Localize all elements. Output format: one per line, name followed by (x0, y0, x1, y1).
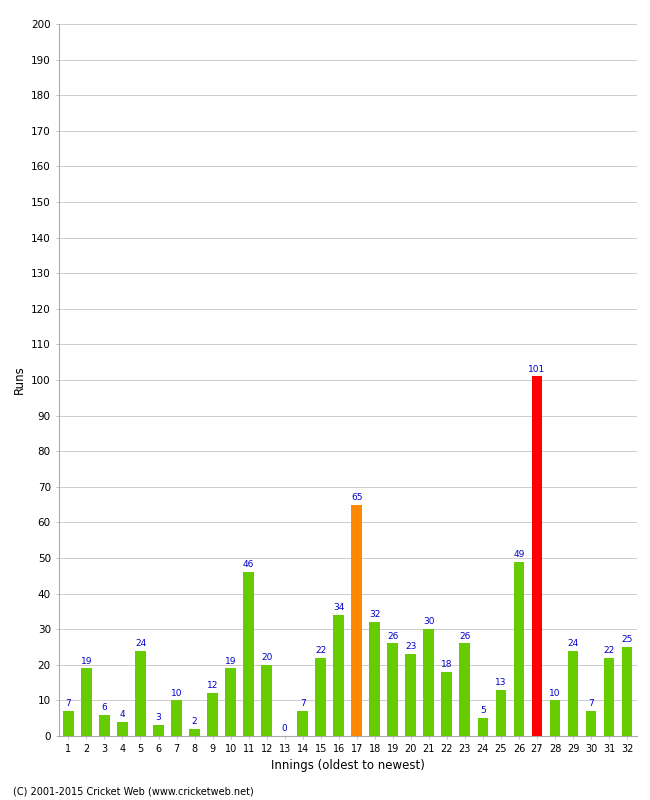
Bar (604, 658, 614, 736)
Text: 12: 12 (207, 682, 218, 690)
Bar (423, 629, 434, 736)
Text: 10: 10 (549, 689, 561, 698)
Text: 46: 46 (243, 560, 254, 570)
Text: 24: 24 (567, 638, 578, 648)
Bar (550, 701, 560, 736)
Text: 19: 19 (81, 657, 92, 666)
Text: 7: 7 (588, 699, 594, 708)
Y-axis label: Runs: Runs (12, 366, 25, 394)
Text: 24: 24 (135, 638, 146, 648)
Bar (171, 701, 182, 736)
Bar (81, 668, 92, 736)
Bar (225, 668, 236, 736)
Bar (117, 722, 128, 736)
Text: 101: 101 (528, 365, 545, 374)
Bar (63, 711, 74, 736)
Bar (315, 658, 326, 736)
Bar (207, 694, 218, 736)
Text: 0: 0 (282, 724, 287, 733)
Text: 19: 19 (225, 657, 237, 666)
Bar (135, 650, 146, 736)
Text: 32: 32 (369, 610, 380, 619)
Text: 34: 34 (333, 603, 344, 612)
Text: 3: 3 (155, 714, 161, 722)
Text: 22: 22 (603, 646, 615, 655)
Text: 18: 18 (441, 660, 452, 669)
Bar (261, 665, 272, 736)
Text: 23: 23 (405, 642, 417, 651)
Text: 22: 22 (315, 646, 326, 655)
Text: 4: 4 (120, 710, 125, 719)
Text: 20: 20 (261, 653, 272, 662)
Bar (460, 643, 471, 736)
Bar (297, 711, 308, 736)
Bar (586, 711, 597, 736)
Text: 7: 7 (66, 699, 72, 708)
Bar (99, 714, 110, 736)
Bar (441, 672, 452, 736)
Bar (532, 377, 542, 736)
Bar (333, 615, 344, 736)
Bar (243, 572, 254, 736)
Bar (153, 726, 164, 736)
Text: (C) 2001-2015 Cricket Web (www.cricketweb.net): (C) 2001-2015 Cricket Web (www.cricketwe… (13, 786, 254, 796)
Text: 7: 7 (300, 699, 306, 708)
Bar (352, 505, 362, 736)
Bar (387, 643, 398, 736)
Bar (478, 718, 488, 736)
Text: 10: 10 (171, 689, 182, 698)
Text: 26: 26 (387, 631, 398, 641)
Text: 26: 26 (459, 631, 471, 641)
Bar (567, 650, 578, 736)
Text: 30: 30 (423, 618, 435, 626)
Bar (369, 622, 380, 736)
Text: 5: 5 (480, 706, 486, 715)
Bar (189, 729, 200, 736)
Text: 13: 13 (495, 678, 507, 687)
Text: 65: 65 (351, 493, 363, 502)
Text: 25: 25 (621, 635, 633, 644)
Text: 6: 6 (101, 702, 107, 712)
Bar (406, 654, 416, 736)
Bar (514, 562, 525, 736)
Text: 49: 49 (514, 550, 525, 558)
X-axis label: Innings (oldest to newest): Innings (oldest to newest) (271, 759, 424, 772)
Text: 2: 2 (192, 717, 198, 726)
Bar (495, 690, 506, 736)
Bar (621, 647, 632, 736)
